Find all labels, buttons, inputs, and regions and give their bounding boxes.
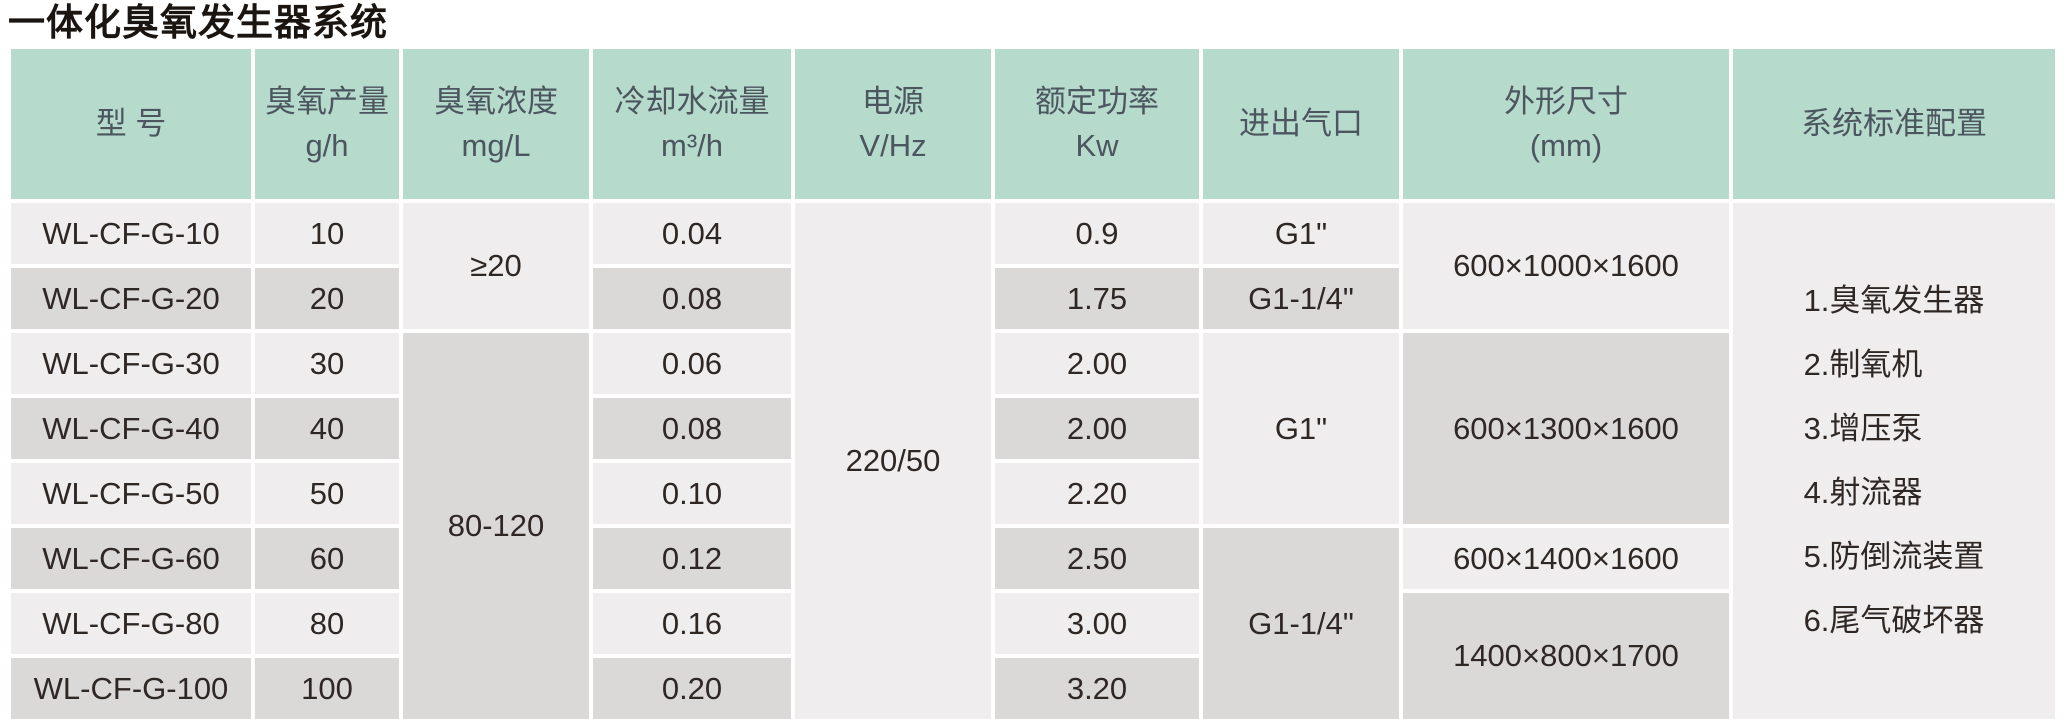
table-row: WL-CF-G-80 80 0.16 3.00 1400×800×1700 (11, 593, 2055, 719)
power-cell: 2.00 (995, 398, 1199, 459)
model-cell: WL-CF-G-30 (11, 333, 251, 394)
header-unit: mg/L (461, 128, 531, 163)
header-model: 型 号 (11, 49, 251, 199)
model-cell: WL-CF-G-50 (11, 463, 251, 524)
config-item: 1.臭氧发生器 (1803, 283, 1985, 318)
output-cell: 80 (255, 593, 399, 654)
table-row: WL-CF-G-40 40 0.08 2.00 (11, 398, 2055, 459)
header-cooling-water-flow: 冷却水流量 m³/h (593, 49, 791, 199)
system-config-list: 1.臭氧发生器 2.制氧机 3.增压泵 4.射流器 5.防倒流装置 6.尾气破坏… (1804, 269, 1985, 653)
dimensions-cell: 600×1300×1600 (1403, 333, 1729, 524)
power-cell: 3.20 (995, 658, 1199, 719)
model-cell: WL-CF-G-40 (11, 398, 251, 459)
header-rated-power: 额定功率 Kw (995, 49, 1199, 199)
flow-cell: 0.08 (593, 268, 791, 329)
table-row: WL-CF-G-10 10 ≥20 0.04 220/50 0.9 G1" 60… (11, 203, 2055, 719)
header-label: 外形尺寸 (1504, 84, 1628, 119)
header-unit: m³/h (661, 128, 723, 163)
header-gas-port: 进出气口 (1203, 49, 1399, 199)
model-cell: WL-CF-G-60 (11, 528, 251, 589)
header-unit: V/Hz (859, 128, 927, 163)
power-cell: 0.9 (995, 203, 1199, 264)
config-item: 4.射流器 (1803, 475, 1923, 510)
system-config-cell: 1.臭氧发生器 2.制氧机 3.增压泵 4.射流器 5.防倒流装置 6.尾气破坏… (1733, 203, 2055, 719)
dimensions-cell: 1400×800×1700 (1403, 593, 1729, 719)
port-cell: G1-1/4" (1203, 268, 1399, 329)
output-cell: 40 (255, 398, 399, 459)
header-row: 型 号 臭氧产量 g/h 臭氧浓度 mg/L 冷却水流量 m³/h 电源 V/H… (11, 49, 2055, 199)
table-row: WL-CF-G-60 60 0.12 2.50 G1-1/4" 600×1400… (11, 528, 2055, 719)
header-label: 型 号 (95, 106, 167, 141)
port-cell: G1-1/4" (1203, 528, 1399, 719)
output-cell: 30 (255, 333, 399, 394)
header-ozone-output: 臭氧产量 g/h (255, 49, 399, 199)
config-item: 6.尾气破坏器 (1803, 603, 1985, 638)
header-label: 臭氧产量 (265, 84, 389, 119)
flow-cell: 0.06 (593, 333, 791, 394)
header-label: 系统标准配置 (1801, 106, 1987, 141)
output-cell: 100 (255, 658, 399, 719)
table-row: WL-CF-G-30 30 80-120 0.06 2.00 G1" 600×1… (11, 333, 2055, 719)
header-unit: g/h (305, 128, 349, 163)
header-label: 冷却水流量 (614, 84, 770, 119)
output-cell: 50 (255, 463, 399, 524)
port-cell: G1" (1203, 333, 1399, 524)
page-title: 一体化臭氧发生器系统 (8, 2, 388, 43)
model-cell: WL-CF-G-10 (11, 203, 251, 264)
table-row: WL-CF-G-50 50 0.10 2.20 (11, 463, 2055, 524)
flow-cell: 0.08 (593, 398, 791, 459)
table-row: WL-CF-G-100 100 0.20 3.20 (11, 658, 2055, 719)
header-label: 臭氧浓度 (434, 84, 558, 119)
header-label: 进出气口 (1239, 106, 1363, 141)
header-label: 电源 (862, 84, 924, 119)
header-system-config: 系统标准配置 (1733, 49, 2055, 199)
header-ozone-concentration: 臭氧浓度 mg/L (403, 49, 589, 199)
power-cell: 2.20 (995, 463, 1199, 524)
power-cell: 3.00 (995, 593, 1199, 654)
model-cell: WL-CF-G-20 (11, 268, 251, 329)
header-unit: (mm) (1529, 128, 1603, 163)
power-cell: 2.00 (995, 333, 1199, 394)
model-cell: WL-CF-G-100 (11, 658, 251, 719)
concentration-cell: ≥20 (403, 203, 589, 329)
output-cell: 20 (255, 268, 399, 329)
header-power-supply: 电源 V/Hz (795, 49, 991, 199)
flow-cell: 0.04 (593, 203, 791, 264)
header-dimensions: 外形尺寸 (mm) (1403, 49, 1729, 199)
flow-cell: 0.12 (593, 528, 791, 589)
model-cell: WL-CF-G-80 (11, 593, 251, 654)
port-cell: G1" (1203, 203, 1399, 264)
config-item: 3.增压泵 (1803, 411, 1923, 446)
spec-table: 型 号 臭氧产量 g/h 臭氧浓度 mg/L 冷却水流量 m³/h 电源 V/H… (7, 45, 2059, 723)
flow-cell: 0.10 (593, 463, 791, 524)
table-row: WL-CF-G-20 20 0.08 1.75 G1-1/4" (11, 268, 2055, 329)
flow-cell: 0.20 (593, 658, 791, 719)
config-item: 5.防倒流装置 (1803, 539, 1985, 574)
output-cell: 60 (255, 528, 399, 589)
header-label: 额定功率 (1035, 84, 1159, 119)
dimensions-cell: 600×1000×1600 (1403, 203, 1729, 329)
power-cell: 2.50 (995, 528, 1199, 589)
dimensions-cell: 600×1400×1600 (1403, 528, 1729, 589)
power-cell: 1.75 (995, 268, 1199, 329)
header-unit: Kw (1075, 128, 1119, 163)
config-item: 2.制氧机 (1803, 347, 1923, 382)
power-supply-cell: 220/50 (795, 203, 991, 719)
flow-cell: 0.16 (593, 593, 791, 654)
output-cell: 10 (255, 203, 399, 264)
concentration-cell: 80-120 (403, 333, 589, 719)
